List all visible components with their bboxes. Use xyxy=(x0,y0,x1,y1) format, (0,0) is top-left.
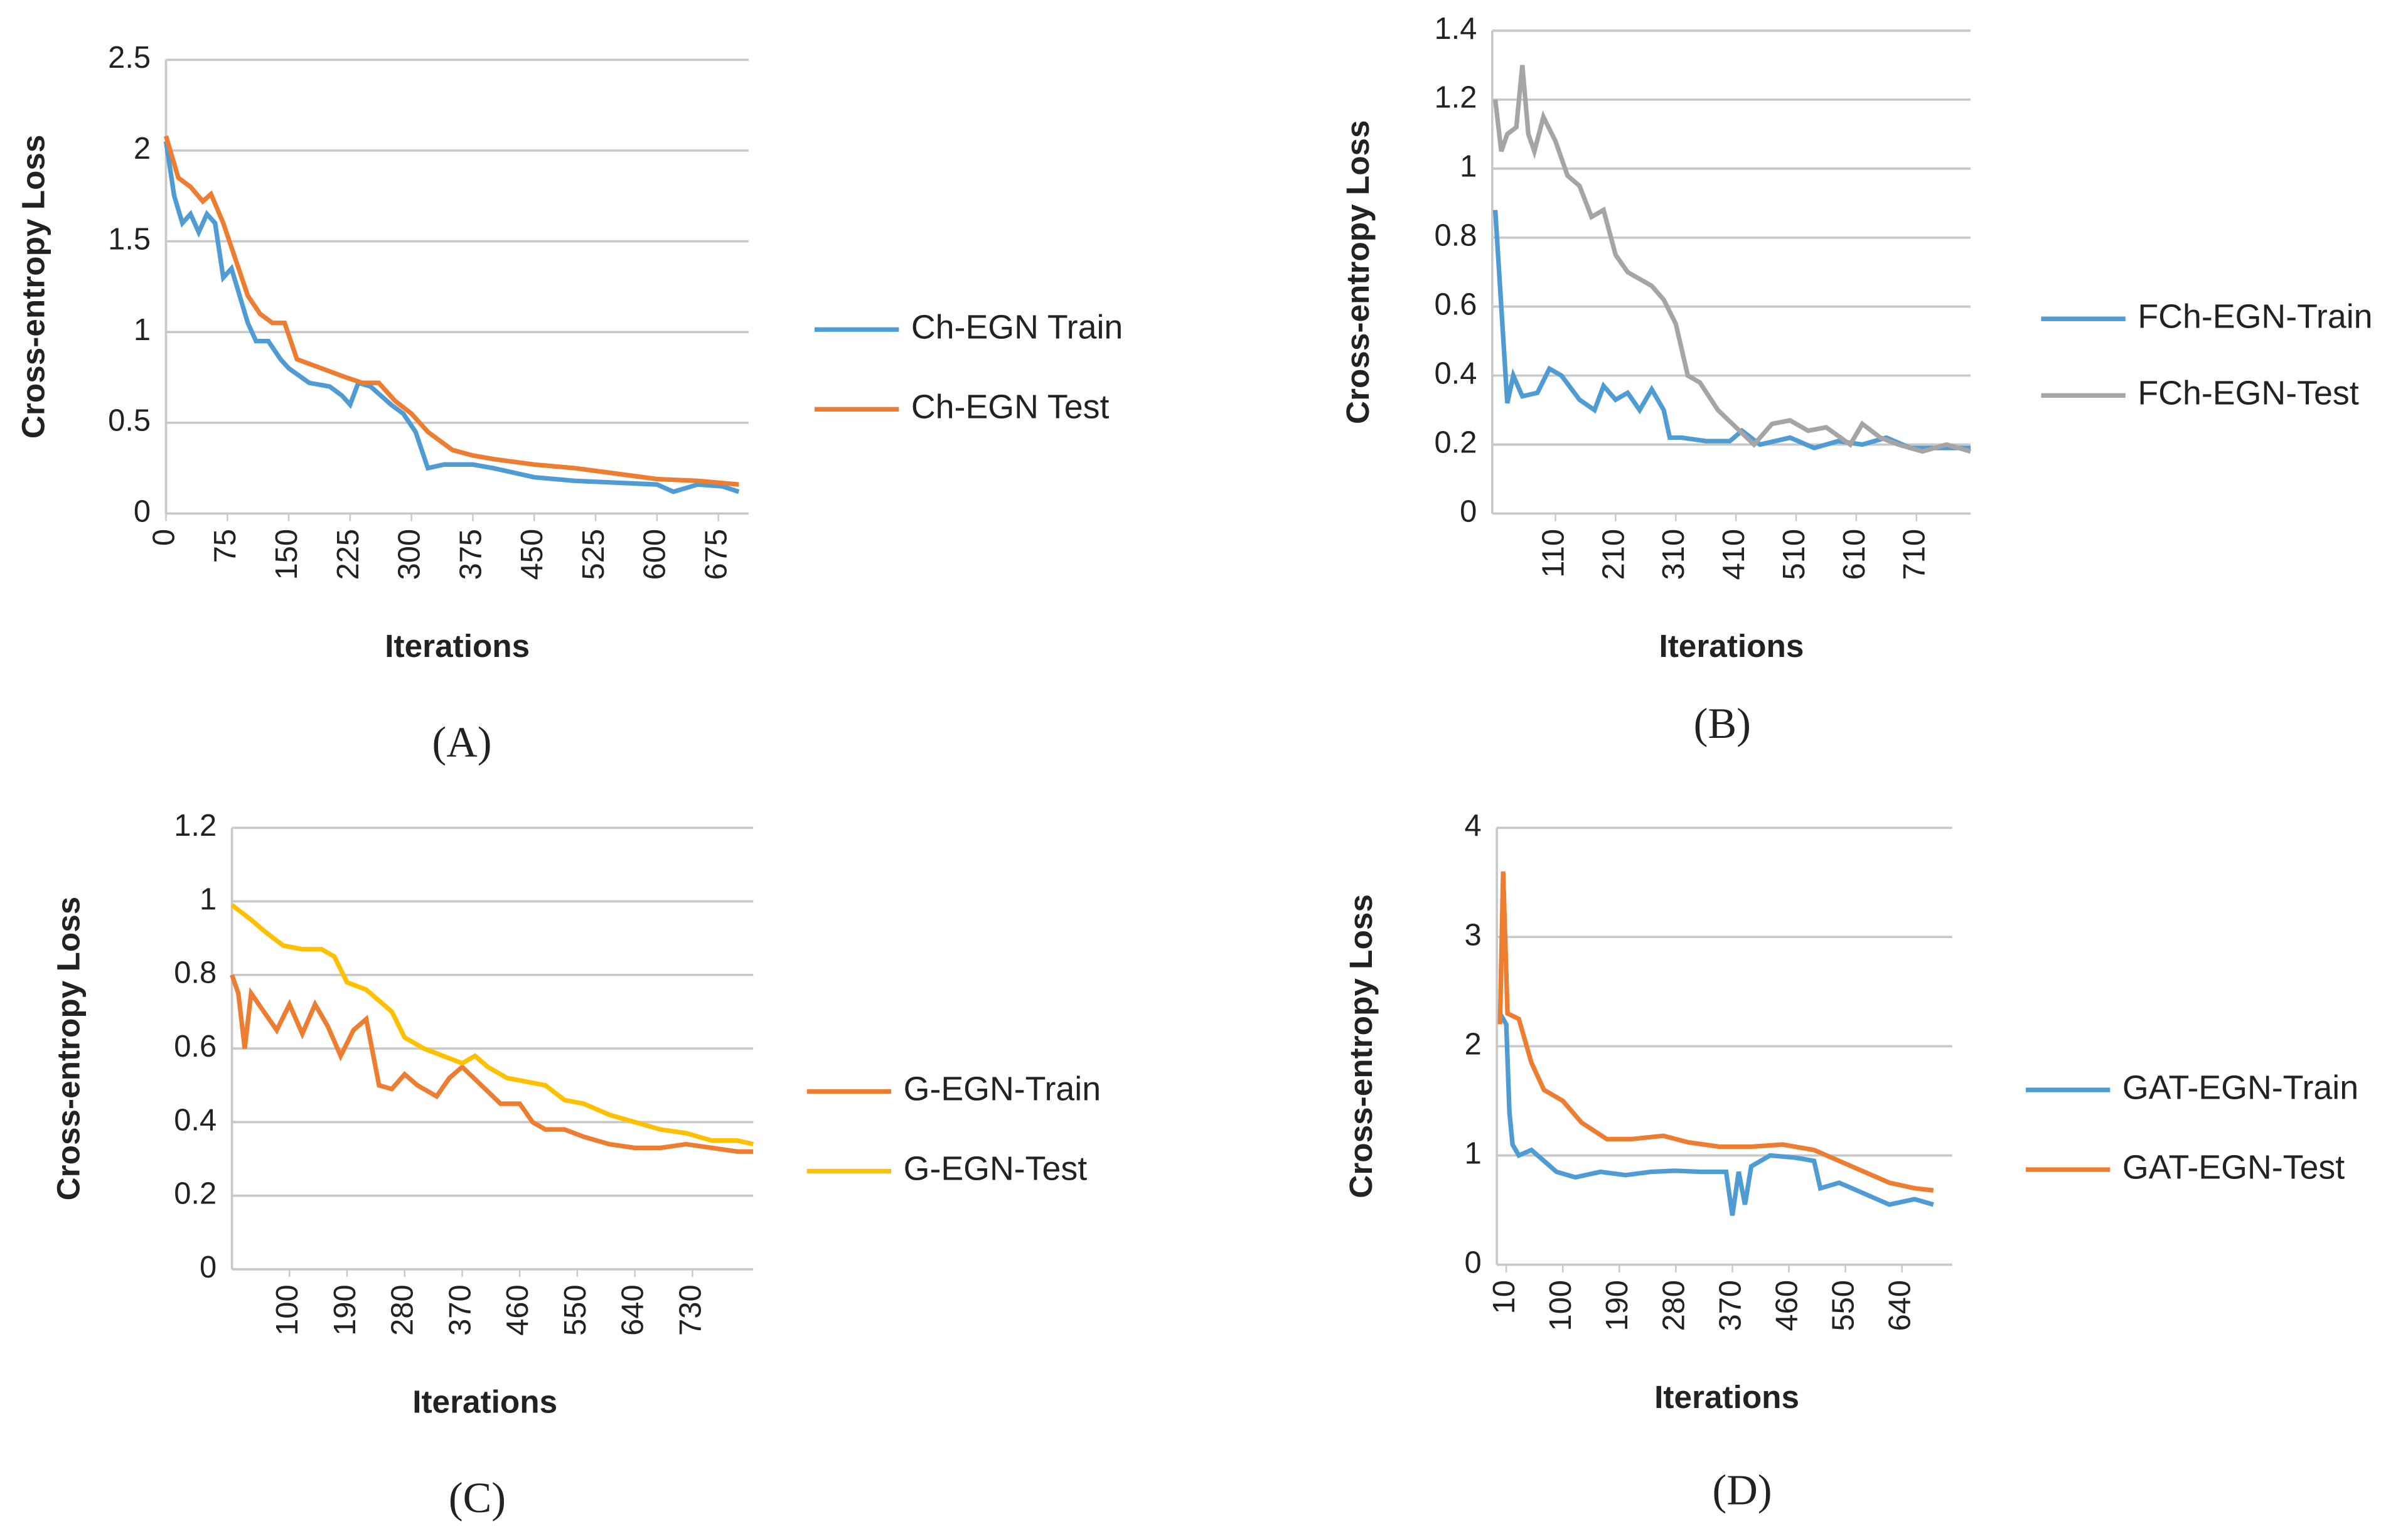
y-tick-label: 3 xyxy=(1465,918,1482,952)
series-line xyxy=(1492,65,1972,454)
y-tick-label: 1.5 xyxy=(108,222,151,256)
x-axis-label: Iterations xyxy=(385,628,530,664)
x-tick-label: 460 xyxy=(1770,1280,1804,1331)
x-tick-label: 410 xyxy=(1717,529,1751,580)
y-tick-label: 0.8 xyxy=(1434,219,1477,253)
y-tick-label: 2.5 xyxy=(108,41,151,75)
y-tick-label: 1.2 xyxy=(1434,81,1477,115)
x-tick-label: 675 xyxy=(700,529,734,580)
panel-label: (D) xyxy=(1713,1466,1772,1514)
y-tick-label: 2 xyxy=(1465,1027,1482,1061)
x-tick-label: 150 xyxy=(270,529,304,580)
x-tick-label: 190 xyxy=(1600,1280,1634,1331)
y-axis-label: Cross-entropy Loss xyxy=(1340,120,1376,424)
legend-label: FCh-EGN-Test xyxy=(2138,375,2358,412)
x-tick-label: 370 xyxy=(1713,1280,1747,1331)
y-tick-label: 1 xyxy=(134,313,151,347)
series-line xyxy=(163,135,739,487)
x-tick-label: 310 xyxy=(1657,529,1691,580)
x-tick-label: 225 xyxy=(331,529,365,580)
series-line xyxy=(1497,871,1934,1193)
legend-label: G-EGN-Train xyxy=(904,1070,1101,1108)
y-tick-label: 0.8 xyxy=(174,956,217,990)
x-axis-label: Iterations xyxy=(412,1384,557,1419)
x-tick-label: 450 xyxy=(515,529,549,580)
x-tick-label: 525 xyxy=(577,529,611,580)
x-tick-label: 110 xyxy=(1536,529,1570,578)
series-line xyxy=(230,903,754,1147)
series-line xyxy=(163,141,740,494)
y-axis-label: Cross-entropy Loss xyxy=(51,897,87,1201)
y-tick-label: 1.4 xyxy=(1434,12,1477,46)
y-tick-label: 1 xyxy=(1460,150,1477,184)
legend-label: FCh-EGN-Train xyxy=(2138,297,2372,335)
legend-label: GAT-EGN-Train xyxy=(2122,1069,2358,1106)
x-tick-label: 510 xyxy=(1777,529,1811,580)
panel-label: (B) xyxy=(1694,700,1751,747)
series-line xyxy=(230,974,754,1154)
legend-label: Ch-EGN Test xyxy=(911,388,1110,426)
panel-label: (A) xyxy=(432,718,492,765)
x-axis-label: Iterations xyxy=(1654,1379,1799,1415)
y-tick-label: 0.5 xyxy=(108,404,151,438)
y-tick-label: 0.2 xyxy=(1434,425,1477,459)
series-line xyxy=(1497,1012,1934,1216)
x-tick-label: 710 xyxy=(1898,529,1932,580)
x-tick-label: 610 xyxy=(1838,529,1871,580)
y-tick-label: 1 xyxy=(200,882,217,916)
x-tick-label: 300 xyxy=(393,529,427,580)
y-tick-label: 0 xyxy=(134,494,151,528)
x-tick-label: 75 xyxy=(208,529,242,563)
y-axis-label: Cross-entropy Loss xyxy=(15,135,51,439)
y-tick-label: 2 xyxy=(134,132,151,166)
x-tick-label: 550 xyxy=(559,1284,592,1336)
x-tick-label: 370 xyxy=(443,1284,477,1336)
x-axis-label: Iterations xyxy=(1659,628,1804,664)
x-tick-label: 730 xyxy=(673,1284,707,1336)
x-tick-label: 190 xyxy=(328,1284,362,1336)
y-axis-label: Cross-entropy Loss xyxy=(1343,894,1379,1198)
x-tick-label: 600 xyxy=(638,529,672,580)
x-tick-label: 0 xyxy=(147,529,181,546)
x-tick-label: 375 xyxy=(454,529,488,580)
y-tick-label: 0 xyxy=(1465,1245,1482,1279)
legend-label: G-EGN-Test xyxy=(904,1150,1088,1188)
x-tick-label: 280 xyxy=(1657,1280,1691,1331)
y-tick-label: 0.4 xyxy=(1434,356,1477,390)
x-tick-label: 210 xyxy=(1597,529,1630,580)
y-tick-label: 0.6 xyxy=(1434,288,1477,322)
x-tick-label: 550 xyxy=(1827,1280,1861,1331)
panel-label: (C) xyxy=(449,1474,506,1522)
y-tick-label: 0.6 xyxy=(174,1030,217,1064)
legend-label: GAT-EGN-Test xyxy=(2122,1148,2345,1186)
x-tick-label: 640 xyxy=(1883,1280,1917,1331)
y-tick-label: 4 xyxy=(1465,809,1482,843)
x-tick-label: 100 xyxy=(270,1284,304,1336)
x-tick-label: 10 xyxy=(1487,1280,1521,1314)
y-tick-label: 1.2 xyxy=(174,809,217,843)
series-line xyxy=(1492,210,1971,451)
y-tick-label: 0.2 xyxy=(174,1177,217,1211)
y-tick-label: 1 xyxy=(1465,1136,1482,1170)
y-tick-label: 0 xyxy=(200,1251,217,1284)
legend-label: Ch-EGN Train xyxy=(911,308,1123,346)
y-tick-label: 0 xyxy=(1460,494,1477,528)
x-tick-label: 100 xyxy=(1544,1280,1578,1331)
x-tick-label: 640 xyxy=(616,1284,650,1336)
x-tick-label: 460 xyxy=(501,1284,535,1336)
y-tick-label: 0.4 xyxy=(174,1103,217,1137)
x-tick-label: 280 xyxy=(386,1284,420,1336)
